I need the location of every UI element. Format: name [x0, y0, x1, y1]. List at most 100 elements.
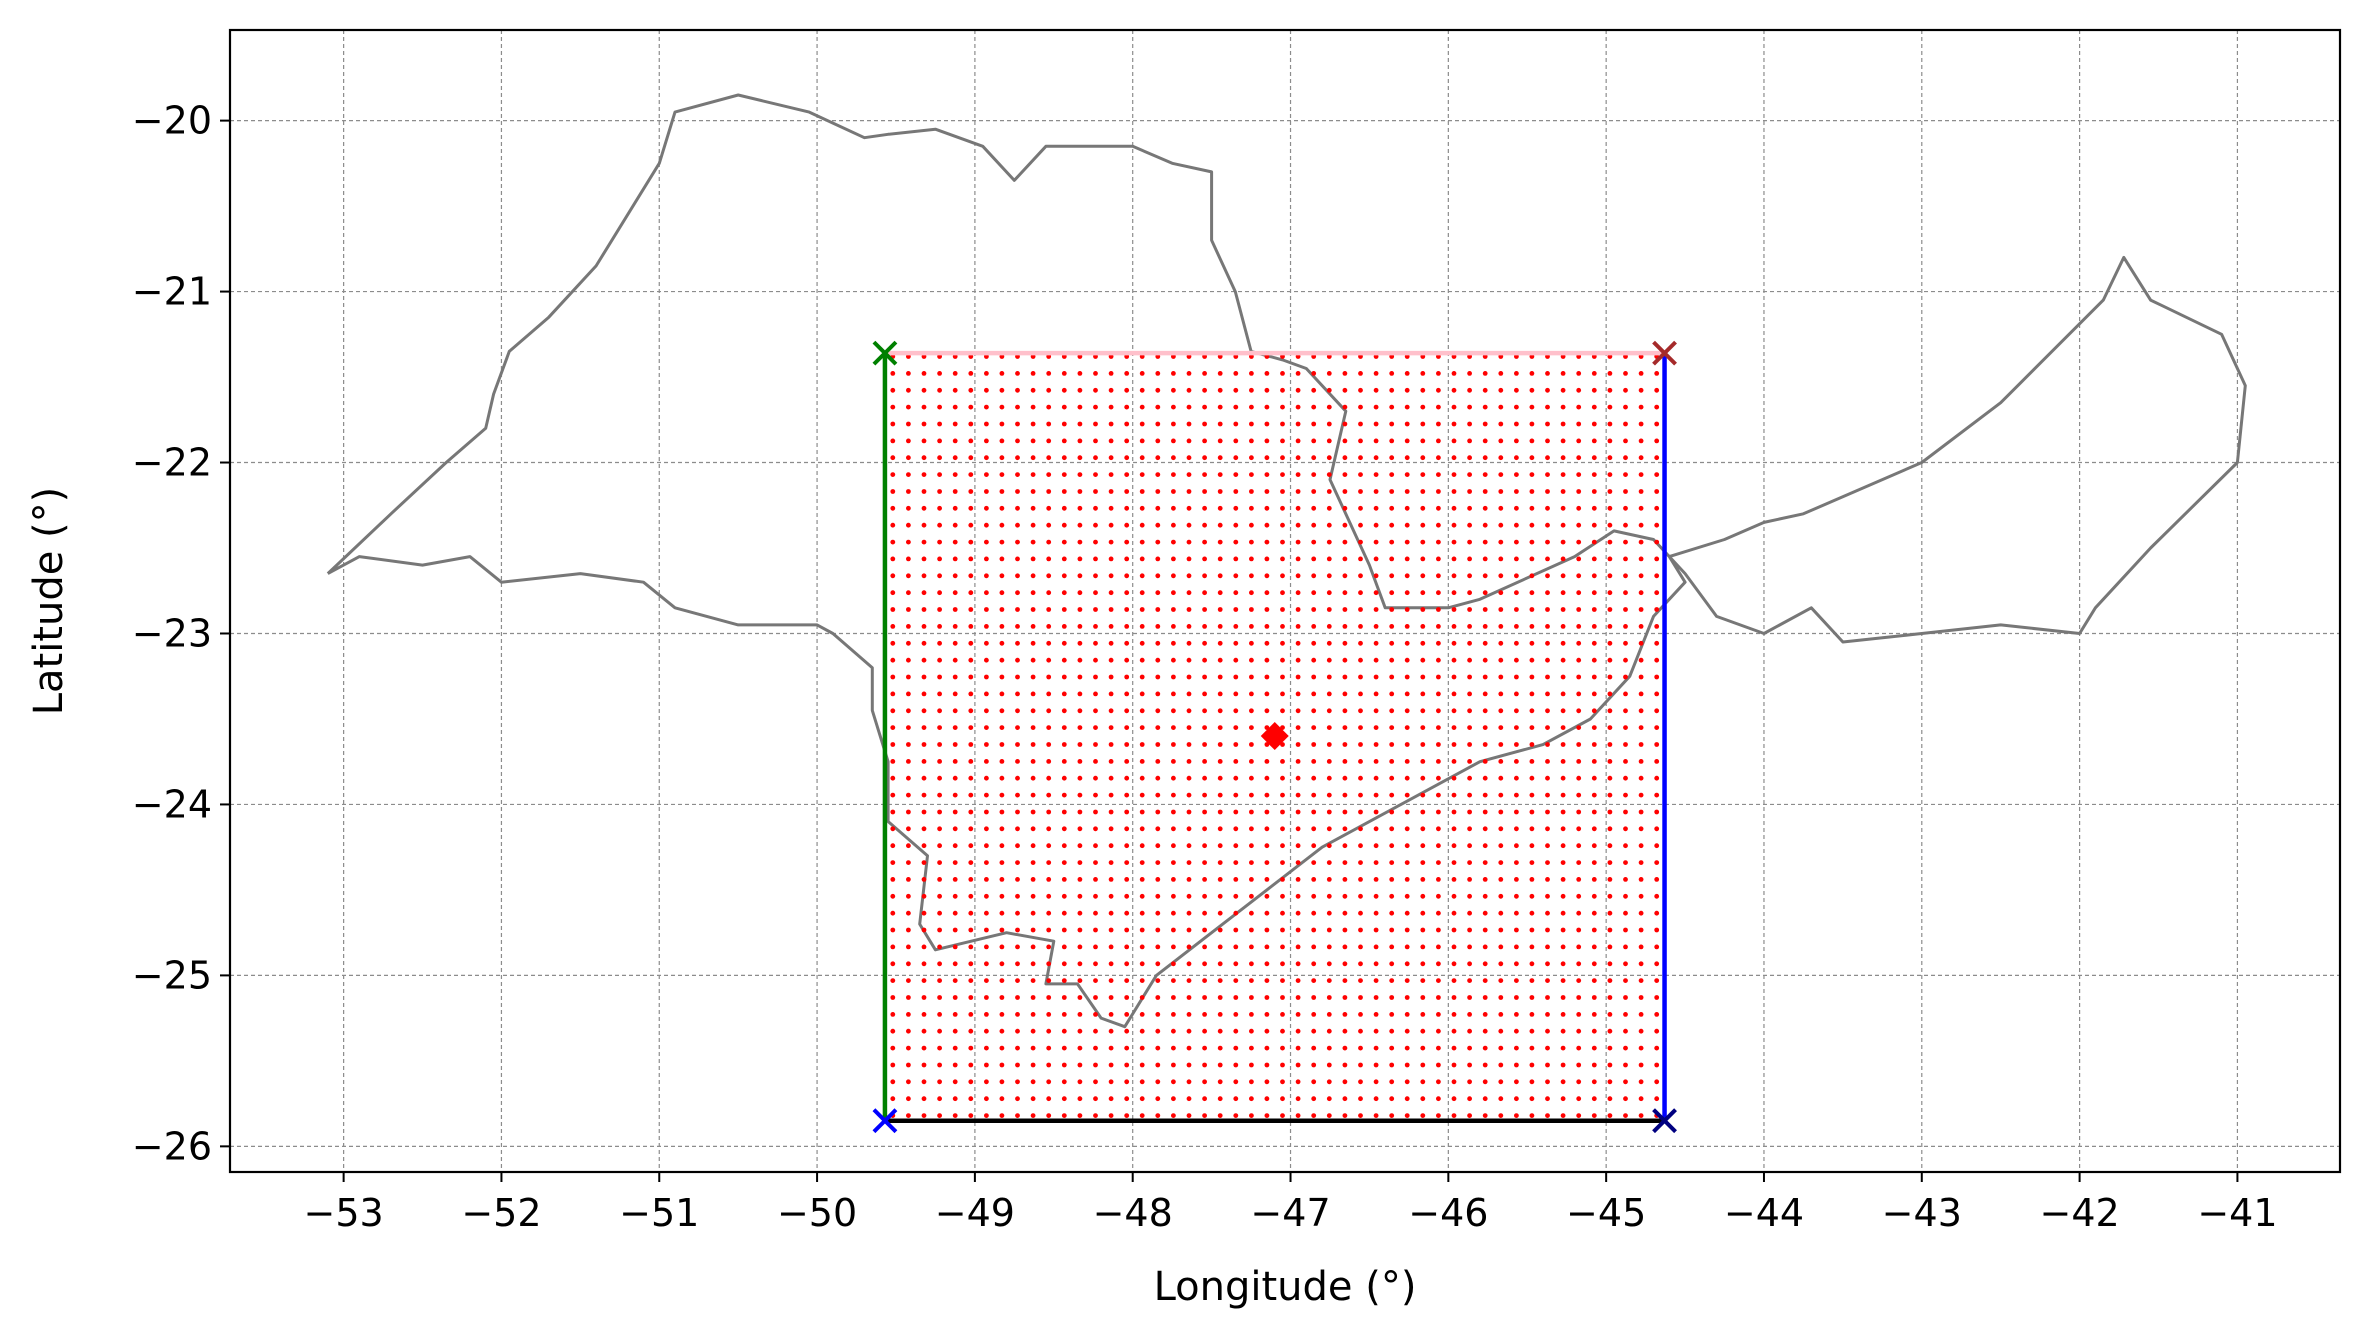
grid-point	[1607, 1079, 1613, 1085]
grid-point	[1249, 995, 1254, 1000]
grid-point	[1015, 910, 1020, 916]
grid-point	[1124, 725, 1130, 730]
grid-point	[1451, 843, 1457, 849]
grid-point	[1638, 607, 1644, 612]
grid-point	[1280, 657, 1285, 663]
grid-point	[999, 1012, 1005, 1017]
grid-point	[968, 843, 974, 849]
grid-point	[1529, 877, 1535, 882]
grid-point	[1249, 826, 1254, 832]
grid-point	[1046, 691, 1052, 697]
grid-point	[968, 893, 974, 899]
grid-point	[1591, 792, 1597, 798]
grid-point	[1077, 674, 1083, 680]
grid-point	[1249, 404, 1254, 410]
grid-point	[1514, 961, 1519, 967]
grid-point	[1654, 792, 1660, 798]
grid-point	[1280, 792, 1285, 798]
grid-point	[1093, 792, 1098, 798]
grid-point	[1171, 657, 1176, 663]
grid-point	[1186, 674, 1192, 680]
grid-point	[1436, 944, 1441, 950]
grid-point	[1311, 1045, 1317, 1051]
grid-point	[1015, 624, 1020, 629]
grid-point	[1093, 472, 1098, 477]
grid-point	[1264, 1096, 1270, 1102]
grid-point	[999, 877, 1005, 882]
grid-point	[1607, 573, 1613, 579]
grid-point	[1514, 489, 1519, 494]
grid-point	[1654, 371, 1660, 376]
grid-point	[906, 792, 911, 798]
grid-point	[1046, 421, 1052, 427]
grid-point	[968, 775, 974, 781]
grid-point	[1217, 1045, 1223, 1051]
grid-point	[968, 556, 974, 562]
grid-point	[1576, 910, 1582, 916]
grid-point	[1249, 927, 1254, 933]
grid-point	[1498, 556, 1504, 562]
grid-point	[1560, 438, 1566, 444]
grid-point	[1311, 489, 1317, 494]
grid-point	[1389, 522, 1395, 528]
grid-point	[890, 438, 896, 444]
grid-point	[1186, 489, 1192, 494]
grid-point	[1233, 1096, 1239, 1102]
grid-point	[1436, 1045, 1441, 1051]
grid-point	[1108, 809, 1114, 815]
grid-point	[1233, 978, 1239, 983]
grid-point	[890, 910, 896, 916]
grid-point	[890, 944, 896, 950]
grid-point	[1560, 590, 1566, 596]
grid-point	[968, 1079, 974, 1085]
grid-point	[1326, 944, 1332, 950]
grid-point	[1061, 640, 1067, 646]
grid-point	[1108, 640, 1114, 646]
grid-point	[1155, 995, 1161, 1000]
grid-point	[1171, 607, 1176, 612]
grid-point	[1389, 725, 1395, 730]
grid-point	[999, 792, 1005, 798]
grid-point	[1498, 978, 1504, 983]
grid-point	[1264, 1028, 1270, 1034]
grid-point	[1030, 944, 1036, 950]
grid-point	[1061, 489, 1067, 494]
grid-point	[1529, 893, 1535, 899]
grid-point	[1607, 860, 1613, 865]
grid-point	[1015, 1113, 1020, 1118]
grid-point	[1217, 539, 1223, 545]
grid-point	[1373, 489, 1379, 494]
grid-point	[1654, 387, 1660, 393]
grid-point	[1560, 860, 1566, 865]
grid-point	[1498, 674, 1504, 680]
grid-point	[1061, 657, 1067, 663]
grid-point	[890, 640, 896, 646]
grid-point	[1560, 910, 1566, 916]
grid-point	[906, 775, 911, 781]
grid-point	[1654, 843, 1660, 849]
grid-point	[921, 877, 927, 882]
grid-point	[1295, 640, 1301, 646]
grid-point	[937, 742, 942, 747]
grid-point	[1607, 877, 1613, 882]
grid-point	[1108, 775, 1114, 781]
grid-point	[1451, 775, 1457, 781]
grid-point	[1420, 725, 1426, 730]
grid-point	[1155, 438, 1161, 444]
grid-point	[1311, 927, 1317, 933]
grid-point	[937, 1096, 942, 1102]
grid-point	[906, 893, 911, 899]
grid-point	[1077, 607, 1083, 612]
grid-point	[1249, 556, 1254, 562]
grid-point	[1591, 708, 1597, 714]
grid-point	[1171, 455, 1176, 461]
grid-point	[1436, 725, 1441, 730]
grid-point	[1451, 489, 1457, 494]
grid-point	[890, 1012, 896, 1017]
grid-point	[1498, 742, 1504, 747]
grid-point	[1482, 843, 1488, 849]
grid-point	[968, 995, 974, 1000]
grid-point	[1217, 944, 1223, 950]
grid-point	[1108, 624, 1114, 629]
grid-point	[1467, 1012, 1472, 1017]
